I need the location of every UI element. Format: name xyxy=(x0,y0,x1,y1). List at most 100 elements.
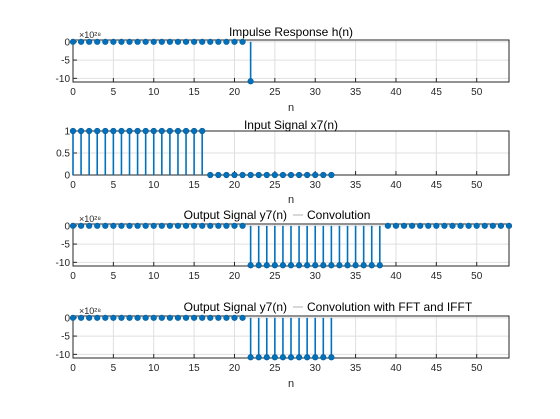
stem-marker xyxy=(263,171,270,179)
x-tick-label: 0 xyxy=(70,180,76,191)
stem-marker xyxy=(344,262,351,269)
stem-marker xyxy=(102,314,109,321)
stem-marker xyxy=(166,222,173,229)
y-tick-label: 0 xyxy=(64,37,70,48)
x-tick-label: 50 xyxy=(471,180,483,191)
stem-marker xyxy=(110,38,117,45)
stem-marker xyxy=(182,314,190,321)
stem-marker xyxy=(102,222,109,229)
x-tick-label: 25 xyxy=(269,87,281,98)
stem-marker xyxy=(505,222,513,229)
stem-marker xyxy=(182,38,190,45)
stem-marker xyxy=(150,314,157,321)
stem-marker xyxy=(409,222,416,229)
stem-marker xyxy=(126,222,133,229)
stem-marker xyxy=(110,222,117,229)
stem-marker xyxy=(239,38,246,45)
stem-marker xyxy=(368,262,375,269)
stem-marker xyxy=(86,127,93,135)
stem-marker xyxy=(126,314,133,321)
stem-marker xyxy=(352,262,359,269)
stem-marker xyxy=(134,127,141,135)
stem-marker xyxy=(207,171,214,179)
stem-marker xyxy=(497,222,505,229)
y-tick-label: 0 xyxy=(64,171,70,182)
stem-marker xyxy=(126,127,133,135)
x-tick-label: 20 xyxy=(229,87,241,98)
x-tick-label: 10 xyxy=(148,271,160,282)
stem-marker xyxy=(328,171,335,179)
x-tick-label: 35 xyxy=(350,363,362,374)
x-tick-label: 35 xyxy=(350,180,362,191)
stem-marker xyxy=(223,171,230,179)
stem-marker xyxy=(86,314,93,321)
stem-marker xyxy=(215,171,222,179)
chart-title: Output Signal y7(n) xyxy=(184,300,287,314)
x-axis-label: n xyxy=(288,102,294,114)
stem-marker xyxy=(449,222,456,229)
x-tick-label: 0 xyxy=(70,363,76,374)
stem-marker xyxy=(360,262,367,269)
x-axis-label: n xyxy=(288,378,294,390)
stem-marker xyxy=(174,38,182,45)
y-exponent-label: ×10²⁸ xyxy=(79,30,101,40)
stem-marker xyxy=(182,222,190,229)
x-tick-label: 15 xyxy=(189,180,201,191)
y-tick-label: -5 xyxy=(61,56,70,67)
stem-marker xyxy=(166,38,173,45)
stem-marker xyxy=(102,38,109,45)
x-tick-label: 25 xyxy=(269,180,281,191)
stem-marker xyxy=(199,38,206,45)
x-tick-label: 5 xyxy=(111,271,117,282)
stem-marker xyxy=(295,262,303,269)
stem-marker xyxy=(118,222,125,229)
stem-marker xyxy=(191,38,198,45)
stem-marker xyxy=(223,38,230,45)
stem-marker xyxy=(255,262,262,269)
stem-marker xyxy=(304,354,311,361)
x-tick-label: 45 xyxy=(431,363,443,374)
x-tick-label: 25 xyxy=(269,271,281,282)
stem-marker xyxy=(150,38,157,45)
x-tick-label: 10 xyxy=(148,180,160,191)
stem-marker xyxy=(304,171,311,179)
stem-marker xyxy=(86,222,93,229)
x-tick-label: 45 xyxy=(431,87,443,98)
stem-marker xyxy=(247,78,254,85)
stem-marker xyxy=(158,222,165,229)
stem-marker xyxy=(69,38,77,45)
stem-marker xyxy=(94,222,101,229)
stem-marker xyxy=(77,222,85,229)
stem-marker xyxy=(247,262,254,269)
stem-marker xyxy=(263,262,270,269)
stem-marker xyxy=(255,171,262,179)
stem-marker xyxy=(158,38,165,45)
chart-title: Input Signal x7(n) xyxy=(244,118,338,132)
stem-marker xyxy=(215,314,222,321)
stem-marker xyxy=(312,171,319,179)
y-tick-label: 0 xyxy=(64,313,70,324)
x-tick-label: 40 xyxy=(390,180,402,191)
stem-marker xyxy=(239,222,246,229)
y-tick-label: -10 xyxy=(56,258,71,269)
y-exponent-label: ×10²⁸ xyxy=(79,214,101,224)
y-tick-label: 0.5 xyxy=(56,149,70,160)
x-tick-label: 45 xyxy=(431,180,443,191)
stem-marker xyxy=(77,314,85,321)
stem-marker xyxy=(320,354,327,361)
stem-marker xyxy=(215,222,222,229)
stem-marker xyxy=(473,222,480,229)
stem-marker xyxy=(231,171,238,179)
stem-marker xyxy=(457,222,464,229)
x-tick-label: 40 xyxy=(390,271,402,282)
stem-marker xyxy=(304,262,311,269)
stem-marker xyxy=(207,222,214,229)
stem-marker xyxy=(174,127,182,135)
stem-marker xyxy=(191,127,198,135)
stem-marker xyxy=(174,314,182,321)
x-tick-label: 0 xyxy=(70,271,76,282)
stem-marker xyxy=(295,354,303,361)
x-tick-label: 30 xyxy=(310,363,322,374)
stem-marker xyxy=(481,222,488,229)
x-tick-label: 5 xyxy=(111,180,117,191)
